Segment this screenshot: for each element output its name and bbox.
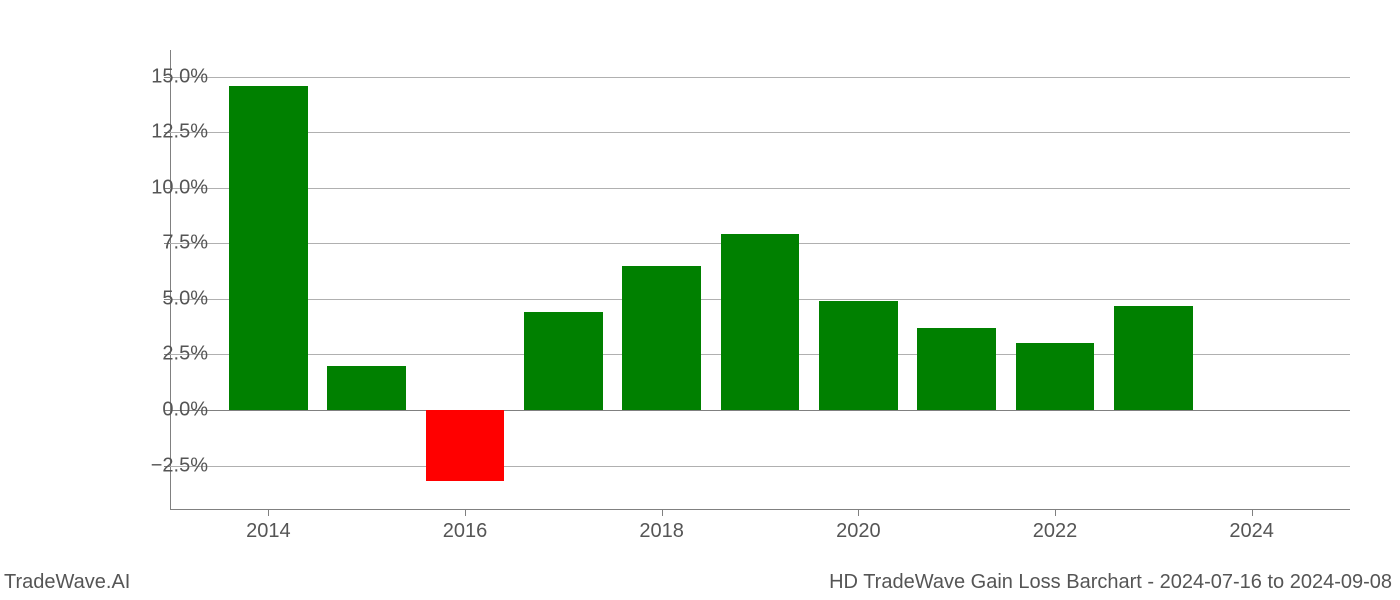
x-tick-label: 2014 bbox=[246, 520, 291, 543]
gridline bbox=[170, 77, 1350, 78]
bar-2015 bbox=[327, 366, 406, 410]
footer-left-text: TradeWave.AI bbox=[4, 571, 130, 594]
x-tick-label: 2018 bbox=[639, 520, 684, 543]
y-tick-label: −2.5% bbox=[151, 454, 208, 477]
gridline bbox=[170, 466, 1350, 467]
y-tick-label: 12.5% bbox=[151, 121, 208, 144]
bar-2021 bbox=[917, 328, 996, 410]
bar-2016 bbox=[426, 410, 505, 481]
x-tick-mark bbox=[465, 510, 466, 516]
y-tick-label: 15.0% bbox=[151, 65, 208, 88]
x-tick-label: 2020 bbox=[836, 520, 881, 543]
gridline bbox=[170, 132, 1350, 133]
plot-region bbox=[170, 50, 1350, 510]
gridline bbox=[170, 188, 1350, 189]
y-tick-label: 2.5% bbox=[162, 343, 208, 366]
x-tick-label: 2016 bbox=[443, 520, 488, 543]
bar-2023 bbox=[1114, 306, 1193, 410]
bar-2022 bbox=[1016, 343, 1095, 410]
footer-right-text: HD TradeWave Gain Loss Barchart - 2024-0… bbox=[829, 571, 1392, 594]
bar-2017 bbox=[524, 312, 603, 410]
bar-2014 bbox=[229, 86, 308, 410]
x-tick-mark bbox=[1055, 510, 1056, 516]
x-tick-mark bbox=[662, 510, 663, 516]
zero-baseline bbox=[170, 410, 1350, 411]
x-axis-spine bbox=[170, 509, 1350, 510]
y-tick-label: 5.0% bbox=[162, 287, 208, 310]
y-tick-label: 10.0% bbox=[151, 176, 208, 199]
x-tick-label: 2024 bbox=[1229, 520, 1274, 543]
x-tick-mark bbox=[858, 510, 859, 516]
bar-2018 bbox=[622, 266, 701, 410]
y-tick-label: 7.5% bbox=[162, 232, 208, 255]
y-axis-spine bbox=[170, 50, 171, 510]
chart-area bbox=[170, 50, 1350, 510]
x-tick-mark bbox=[1252, 510, 1253, 516]
bar-2019 bbox=[721, 234, 800, 410]
x-tick-label: 2022 bbox=[1033, 520, 1078, 543]
y-tick-label: 0.0% bbox=[162, 399, 208, 422]
bar-2020 bbox=[819, 301, 898, 410]
x-tick-mark bbox=[268, 510, 269, 516]
